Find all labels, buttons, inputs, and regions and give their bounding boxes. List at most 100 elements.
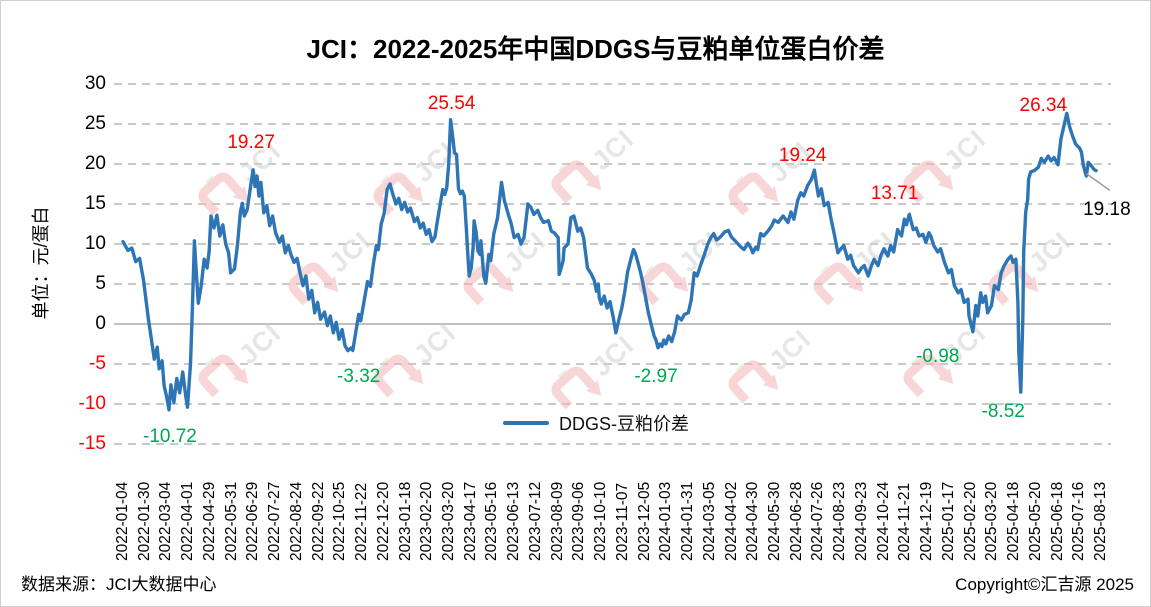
annotation-trough: -0.98 [916, 345, 960, 367]
x-tick-label: 2023-10-10 [592, 481, 610, 561]
y-tick-label: -5 [89, 353, 106, 374]
x-tick-label: 2024-04-30 [744, 481, 762, 561]
x-tick-label: 2025-07-16 [1070, 481, 1088, 561]
x-tick-label: 2023-03-20 [440, 481, 457, 561]
watermark-text: JCI [585, 123, 640, 176]
y-tick-label: 30 [84, 73, 106, 94]
x-tick-label: 2024-05-30 [766, 481, 783, 561]
y-tick-label: 25 [84, 113, 106, 134]
x-tick-label: 2023-12-05 [635, 481, 653, 561]
jci-hook-icon [463, 262, 514, 306]
x-tick-label: 2025-01-17 [939, 481, 957, 561]
x-tick-label: 2023-01-18 [396, 481, 414, 561]
annotation-peak: 13.71 [870, 182, 919, 204]
x-tick-label: 2023-08-09 [548, 481, 566, 561]
watermark-jci-logo-icon: JCI [544, 325, 645, 422]
x-tick-label: 2024-04-02 [722, 481, 740, 561]
y-tick-label: 20 [84, 153, 106, 174]
watermark-jci-logo-icon: JCI [544, 119, 645, 216]
page-title: JCI：2022-2025年中国DDGS与豆粕单位蛋白价差 [306, 34, 885, 64]
watermark-jci-logo-icon: JCI [631, 221, 732, 318]
watermark-jci-logo-icon: JCI [456, 221, 557, 318]
x-tick-label: 2022-04-29 [200, 481, 218, 561]
y-tick-label: 10 [84, 233, 106, 254]
annotation-trough: -3.32 [337, 365, 381, 387]
x-tick-label: 2024-06-28 [787, 481, 805, 561]
x-tick-label: 2022-10-25 [331, 481, 349, 561]
x-tick-label: 2025-08-13 [1092, 481, 1109, 561]
x-tick-label: 2022-12-20 [374, 481, 392, 561]
jci-hook-icon [198, 172, 249, 216]
watermark-text: JCI [1022, 225, 1077, 278]
x-tick-label: 2025-05-20 [1026, 481, 1044, 561]
x-tick-label: 2024-09-23 [852, 481, 870, 561]
watermark-text: JCI [672, 225, 727, 278]
x-tick-label: 2023-06-13 [505, 481, 523, 561]
x-tick-label: 2022-07-27 [266, 481, 284, 561]
x-tick-label: 2024-07-26 [809, 481, 827, 561]
x-tick-label: 2025-03-20 [983, 481, 1001, 561]
x-tick-label: 2023-04-17 [461, 481, 479, 561]
x-tick-label: 2024-01-31 [679, 481, 697, 561]
annotation-trough: -10.72 [143, 425, 197, 447]
x-tick-label: 2025-02-20 [961, 481, 979, 561]
jci-hook-icon [813, 262, 864, 306]
watermark-jci-logo-icon: JCI [721, 319, 822, 416]
y-tick-label: -15 [78, 433, 106, 454]
jci-hook-icon [638, 262, 689, 306]
annotation-last: 19.18 [1083, 198, 1131, 220]
x-tick-label: 2024-08-23 [831, 481, 849, 561]
x-tick-label: 2024-12-19 [918, 481, 936, 561]
x-tick-label: 2024-03-05 [700, 481, 718, 561]
watermark-text: JCI [497, 225, 552, 278]
x-tick-label: 2022-08-24 [287, 481, 305, 561]
x-tick-label: 2022-05-31 [222, 481, 240, 561]
x-tick-label: 2022-04-01 [179, 481, 197, 561]
last-value-leader-line [1085, 172, 1111, 192]
annotation-peak: 19.24 [778, 145, 827, 166]
x-tick-label: 2023-11-07 [613, 482, 631, 561]
watermark-jci-logo-icon: JCI [806, 221, 907, 318]
annotation-trough: -8.52 [981, 401, 1025, 422]
copyright-text: Copyright©汇吉源 2025 [955, 575, 1134, 594]
legend: DDGS-豆粕价差 [503, 410, 689, 436]
watermark-text: JCI [232, 317, 287, 370]
y-tick-label: 0 [95, 313, 106, 334]
x-tick-label: 2023-07-12 [526, 481, 544, 561]
watermark-jci-logo-icon: JCI [281, 221, 382, 318]
watermark-text: JCI [847, 225, 902, 278]
y-tick-label: 5 [95, 273, 106, 294]
data-source-text: 数据来源：JCI大数据中心 [21, 575, 217, 594]
x-tick-label: 2024-11-21 [896, 482, 914, 561]
annotation-peak: 19.27 [227, 132, 275, 154]
x-tick-label: 2023-05-16 [483, 481, 501, 561]
legend-line-swatch-icon [503, 421, 549, 425]
x-tick-label: 2022-01-04 [114, 481, 131, 561]
watermark-jci-logo-icon: JCI [981, 221, 1082, 318]
annotation-peak: 26.34 [1019, 94, 1068, 116]
x-tick-label: 2025-04-18 [1005, 481, 1023, 561]
jci-hook-icon [728, 172, 779, 216]
jci-hook-icon [373, 172, 424, 216]
watermark-text: JCI [937, 123, 992, 176]
x-tick-label: 2022-11-22 [353, 482, 371, 561]
y-tick-label: -10 [78, 393, 106, 414]
jci-hook-icon [988, 262, 1039, 306]
y-tick-label: 15 [84, 193, 106, 214]
x-tick-label: 2025-06-18 [1048, 481, 1066, 561]
watermark-text: JCI [407, 317, 462, 370]
x-tick-label: 2023-02-20 [418, 481, 436, 561]
x-tick-label: 2022-03-04 [157, 481, 175, 561]
watermark-jci-logo-icon: JCI [366, 131, 467, 228]
x-tick-label: 2024-10-24 [874, 481, 892, 561]
annotation-peak: 25.54 [427, 93, 476, 114]
x-tick-label: 2022-09-22 [309, 481, 327, 561]
x-tick-label: 2023-09-06 [570, 481, 588, 561]
annotation-trough: -2.97 [634, 365, 678, 387]
watermark-text: JCI [762, 323, 817, 376]
watermark-jci-logo-icon: JCI [191, 313, 292, 410]
watermark-text: JCI [407, 135, 462, 188]
legend-label: DDGS-豆粕价差 [559, 414, 689, 434]
y-axis-title: 单位：元/蛋白 [31, 206, 51, 320]
